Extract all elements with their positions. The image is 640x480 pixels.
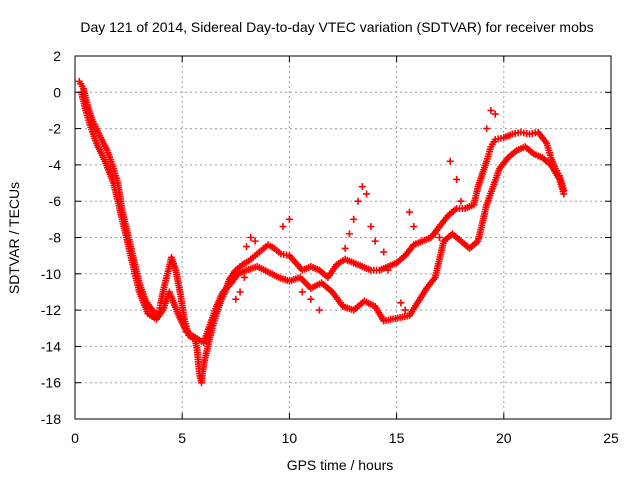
data-point bbox=[363, 190, 371, 198]
data-point bbox=[367, 223, 375, 231]
y-tick-label: 2 bbox=[53, 48, 61, 64]
x-tick-label: 10 bbox=[282, 430, 298, 446]
y-tick-label: -8 bbox=[49, 230, 62, 246]
data-point bbox=[380, 248, 388, 256]
data-point bbox=[354, 197, 362, 205]
data-point bbox=[298, 288, 306, 296]
data-point bbox=[350, 215, 358, 223]
y-tick-label: 0 bbox=[53, 84, 61, 100]
y-tick-label: -10 bbox=[41, 266, 61, 282]
data-point bbox=[371, 237, 379, 245]
data-point bbox=[435, 234, 443, 241]
data-point bbox=[341, 244, 349, 252]
data-point bbox=[236, 288, 244, 296]
data-point bbox=[279, 223, 287, 231]
data-point bbox=[285, 215, 293, 223]
data-point bbox=[315, 306, 323, 314]
data-point bbox=[453, 175, 461, 183]
data-points bbox=[75, 77, 568, 387]
x-tick-label: 15 bbox=[389, 430, 405, 446]
data-point bbox=[345, 230, 353, 238]
y-axis-label: SDTVAR / TECUs bbox=[6, 182, 22, 294]
x-tick-label: 5 bbox=[178, 430, 186, 446]
x-tick-label: 0 bbox=[71, 430, 79, 446]
data-point bbox=[251, 237, 259, 245]
grid-lines bbox=[75, 56, 611, 419]
data-point bbox=[487, 106, 495, 114]
y-tick-label: -18 bbox=[41, 411, 61, 427]
data-point bbox=[446, 157, 454, 165]
data-point bbox=[232, 295, 240, 303]
data-point bbox=[243, 243, 251, 251]
data-point bbox=[483, 125, 491, 133]
y-tick-label: -16 bbox=[41, 375, 61, 391]
x-tick-label: 25 bbox=[603, 430, 619, 446]
data-point bbox=[358, 183, 366, 191]
data-point bbox=[384, 266, 392, 274]
data-point bbox=[307, 295, 315, 303]
y-tick-label: -12 bbox=[41, 302, 61, 318]
data-point bbox=[491, 110, 499, 118]
y-tick-labels: 2 0 -2 -4 -6 -8 -10 -12 -14 -16 -18 bbox=[41, 48, 61, 427]
data-point bbox=[431, 230, 439, 238]
data-point bbox=[397, 299, 405, 307]
data-point bbox=[247, 234, 255, 241]
y-tick-label: -14 bbox=[41, 338, 61, 354]
data-point bbox=[401, 306, 409, 314]
chart-title: Day 121 of 2014, Sidereal Day-to-day VTE… bbox=[80, 19, 593, 35]
data-point bbox=[560, 190, 568, 198]
data-point bbox=[410, 223, 418, 231]
x-tick-labels: 0 5 10 15 20 25 bbox=[71, 430, 619, 446]
data-point bbox=[240, 273, 248, 281]
x-tick-label: 20 bbox=[496, 430, 512, 446]
y-tick-label: -4 bbox=[49, 157, 62, 173]
x-axis-label: GPS time / hours bbox=[287, 457, 394, 473]
y-tick-label: -2 bbox=[49, 121, 62, 137]
y-tick-label: -6 bbox=[49, 193, 62, 209]
data-point bbox=[457, 197, 465, 205]
data-point bbox=[405, 208, 413, 216]
axis-ticks bbox=[74, 55, 612, 420]
